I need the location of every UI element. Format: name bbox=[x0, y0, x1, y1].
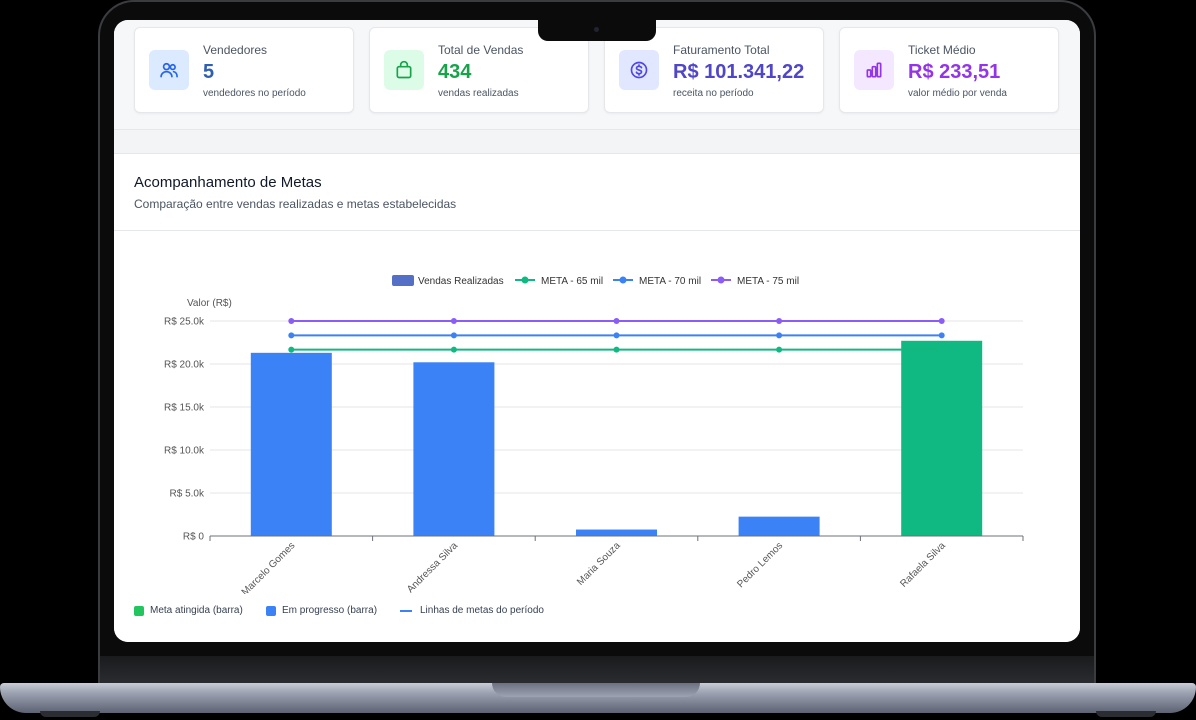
camera-notch bbox=[538, 20, 656, 41]
bar-marcelo-gomes bbox=[250, 352, 332, 536]
legend-label: Vendas Realizadas bbox=[418, 276, 504, 287]
legend-swatch-bars bbox=[392, 275, 414, 286]
stat-value: 434 bbox=[438, 61, 472, 83]
stat-subtext: vendedores no período bbox=[203, 88, 306, 99]
bar-andressa-silva bbox=[413, 362, 495, 536]
legend-swatch-point bbox=[619, 276, 627, 284]
x-tick-label: Rafaela Silva bbox=[898, 540, 948, 590]
bar-rafaela-silva bbox=[901, 340, 983, 536]
goal-point bbox=[450, 332, 457, 339]
legend-swatch-green bbox=[134, 605, 144, 616]
camera-icon bbox=[594, 27, 599, 32]
goal-point bbox=[938, 346, 945, 353]
legend-swatch-point bbox=[521, 276, 529, 284]
panel-divider bbox=[114, 230, 1080, 231]
stat-subtext: receita no período bbox=[673, 88, 754, 99]
goals-panel: Acompanhamento de Metas Comparação entre… bbox=[114, 153, 1080, 642]
goal-point bbox=[938, 332, 945, 339]
legend-label: META - 65 mil bbox=[541, 276, 603, 287]
dollar-circle-icon bbox=[619, 50, 659, 90]
x-tick-label: Maria Souza bbox=[575, 540, 623, 588]
stat-card-vendedores: Vendedores 5 vendedores no período bbox=[134, 27, 354, 113]
goal-point bbox=[776, 318, 783, 324]
goal-point bbox=[613, 346, 620, 353]
laptop-bezel bbox=[100, 656, 1094, 684]
stat-card-total-vendas: Total de Vendas 434 vendas realizadas bbox=[369, 27, 589, 113]
footer-legend-item: Em progresso (barra) bbox=[266, 605, 377, 616]
legend-label: META - 70 mil bbox=[639, 276, 701, 287]
goal-point bbox=[450, 346, 457, 353]
stat-value: R$ 233,51 bbox=[908, 61, 1001, 83]
stat-label: Vendedores bbox=[203, 43, 268, 57]
shopping-bag-icon bbox=[384, 50, 424, 90]
legend-swatch-point bbox=[717, 276, 725, 284]
screen: Vendedores 5 vendedores no período Total… bbox=[114, 20, 1080, 642]
goal-point bbox=[450, 318, 457, 324]
legend-line-swatch bbox=[400, 609, 412, 612]
y-tick-label: R$ 10.0k bbox=[164, 446, 205, 457]
x-tick-label: Marcelo Gomes bbox=[240, 540, 298, 594]
stat-card-faturamento: Faturamento Total R$ 101.341,22 receita … bbox=[604, 27, 824, 113]
y-tick-label: R$ 0 bbox=[183, 532, 205, 543]
y-tick-label: R$ 15.0k bbox=[164, 403, 205, 414]
panel-title: Acompanhamento de Metas bbox=[134, 174, 322, 191]
goal-point bbox=[776, 346, 783, 353]
y-axis-label: Valor (R$) bbox=[187, 298, 232, 309]
goal-point bbox=[613, 318, 620, 324]
stat-value: 5 bbox=[203, 61, 215, 83]
y-tick-label: R$ 25.0k bbox=[164, 317, 205, 328]
y-tick-label: R$ 20.0k bbox=[164, 360, 205, 371]
stat-label: Total de Vendas bbox=[438, 43, 524, 57]
laptop-hinge-notch bbox=[492, 683, 700, 697]
goal-point bbox=[288, 346, 295, 353]
footer-legend-label: Em progresso (barra) bbox=[282, 605, 378, 616]
users-icon bbox=[149, 50, 189, 90]
bar-pedro-lemos bbox=[738, 516, 820, 536]
legend-label: META - 75 mil bbox=[737, 276, 799, 287]
goal-point bbox=[288, 318, 295, 324]
bar-maria-souza bbox=[576, 529, 657, 536]
goal-point bbox=[288, 332, 295, 339]
stat-card-ticket-medio: Ticket Médio R$ 233,51 valor médio por v… bbox=[839, 27, 1059, 113]
laptop-foot-right bbox=[1096, 711, 1156, 717]
footer-legend-label: Meta atingida (barra) bbox=[150, 605, 243, 616]
goal-point bbox=[613, 332, 620, 339]
footer-legend-item: Meta atingida (barra) bbox=[134, 605, 243, 616]
stat-subtext: valor médio por venda bbox=[908, 88, 1007, 99]
goals-chart: Vendas Realizadas META - 65 mil META - 70 … bbox=[164, 275, 1024, 594]
stat-label: Ticket Médio bbox=[908, 43, 976, 57]
goal-point bbox=[938, 318, 945, 324]
x-tick-label: Pedro Lemos bbox=[735, 540, 785, 590]
goal-point bbox=[776, 332, 783, 339]
footer-legend-label: Linhas de metas do período bbox=[420, 605, 544, 616]
y-tick-label: R$ 5.0k bbox=[170, 489, 205, 500]
stat-value: R$ 101.341,22 bbox=[673, 61, 805, 83]
panel-subtitle: Comparação entre vendas realizadas e met… bbox=[134, 197, 457, 211]
stat-subtext: vendas realizadas bbox=[438, 88, 519, 99]
footer-legend-item: Linhas de metas do período bbox=[400, 605, 544, 616]
bar-chart-icon bbox=[854, 50, 894, 90]
x-tick-label: Andressa Silva bbox=[405, 540, 460, 594]
laptop-foot-left bbox=[40, 711, 100, 717]
legend-swatch-blue bbox=[266, 605, 276, 616]
stat-label: Faturamento Total bbox=[673, 43, 770, 57]
